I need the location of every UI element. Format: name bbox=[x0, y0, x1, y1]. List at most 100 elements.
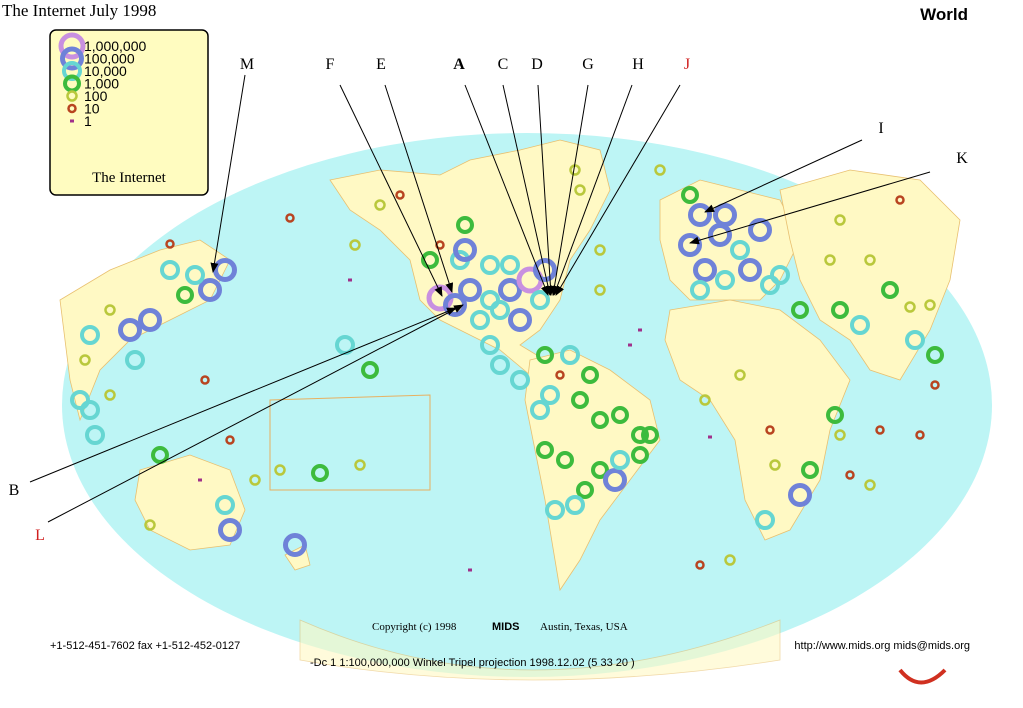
node-ring bbox=[788, 483, 812, 507]
node-ring bbox=[510, 370, 530, 390]
pointer-label: L bbox=[35, 527, 45, 544]
node-dot bbox=[638, 328, 642, 332]
map-title: The Internet July 1998 bbox=[2, 1, 156, 20]
node-ring bbox=[530, 400, 550, 420]
node-ring bbox=[760, 275, 780, 295]
node-ring bbox=[594, 244, 606, 256]
pointer-label: I bbox=[878, 120, 883, 137]
pointer-label: C bbox=[498, 56, 509, 73]
copyright: Copyright (c) 1998 bbox=[372, 621, 457, 633]
node-ring bbox=[395, 190, 405, 200]
node-ring bbox=[540, 385, 560, 405]
node-ring bbox=[361, 361, 379, 379]
pointer-arrow bbox=[502, 84, 552, 296]
legend-label: 1,000,000 bbox=[84, 38, 146, 54]
node-ring bbox=[354, 459, 366, 471]
node-ring bbox=[681, 186, 699, 204]
node-ring bbox=[730, 240, 750, 260]
node-ring bbox=[699, 394, 711, 406]
node-ring bbox=[374, 199, 386, 211]
node-ring bbox=[724, 554, 736, 566]
node-ring bbox=[104, 389, 116, 401]
node-ring bbox=[118, 318, 142, 342]
node-ring bbox=[738, 258, 762, 282]
node-ring bbox=[85, 425, 105, 445]
node-ring bbox=[198, 278, 222, 302]
pointer-label: F bbox=[326, 56, 335, 73]
node-ring bbox=[594, 284, 606, 296]
node-ring bbox=[480, 290, 500, 310]
pointer-label: G bbox=[582, 56, 594, 73]
node-ring bbox=[62, 61, 82, 81]
legend-label: 1,000 bbox=[84, 76, 119, 92]
node-ring bbox=[480, 255, 500, 275]
pointer-arrow bbox=[384, 84, 454, 293]
node-ring bbox=[864, 479, 876, 491]
company: MIDS bbox=[492, 621, 520, 633]
node-ring bbox=[881, 281, 899, 299]
node-dot bbox=[628, 343, 632, 347]
node-ring bbox=[490, 300, 510, 320]
node-ring bbox=[176, 286, 194, 304]
node-ring bbox=[765, 425, 775, 435]
node-ring bbox=[769, 459, 781, 471]
pointer-arrow bbox=[210, 74, 246, 273]
node-ring bbox=[850, 315, 870, 335]
region-title: World bbox=[920, 5, 968, 24]
node-ring bbox=[791, 301, 809, 319]
node-ring bbox=[834, 429, 846, 441]
web: http://www.mids.org mids@mids.org bbox=[794, 640, 970, 652]
node-ring bbox=[225, 435, 235, 445]
node-ring bbox=[875, 425, 885, 435]
node-ring bbox=[70, 390, 90, 410]
node-ring bbox=[200, 375, 210, 385]
node-ring bbox=[695, 560, 705, 570]
node-ring bbox=[895, 195, 905, 205]
legend-label: 1 bbox=[84, 113, 92, 129]
pointer-arrow bbox=[464, 84, 549, 296]
node-ring bbox=[498, 278, 522, 302]
node-ring bbox=[864, 254, 876, 266]
node-ring bbox=[480, 335, 500, 355]
node-ring bbox=[80, 325, 100, 345]
node-ring bbox=[185, 265, 205, 285]
node-ring bbox=[611, 406, 629, 424]
node-ring bbox=[104, 304, 116, 316]
node-ring bbox=[545, 500, 565, 520]
node-ring bbox=[574, 184, 586, 196]
node-ring bbox=[631, 426, 649, 444]
node-ring bbox=[508, 308, 532, 332]
pointer-label: A bbox=[453, 56, 465, 73]
pointer-label: D bbox=[531, 56, 543, 73]
node-ring bbox=[500, 255, 520, 275]
logo-mark bbox=[898, 668, 947, 685]
pointer-arrow bbox=[47, 304, 464, 523]
node-ring bbox=[125, 350, 145, 370]
node-ring bbox=[80, 400, 100, 420]
node-ring bbox=[456, 216, 474, 234]
pointer-arrow bbox=[29, 307, 457, 483]
node-ring bbox=[311, 464, 329, 482]
node-ring bbox=[565, 495, 585, 515]
node-ring bbox=[530, 290, 550, 310]
node-ring bbox=[831, 301, 849, 319]
legend-caption: The Internet bbox=[92, 170, 167, 186]
node-ring bbox=[581, 366, 599, 384]
node-ring bbox=[249, 474, 261, 486]
node-ring bbox=[708, 223, 732, 247]
node-ring bbox=[138, 308, 162, 332]
pointer-arrow bbox=[555, 84, 681, 296]
node-ring bbox=[349, 239, 361, 251]
node-ring bbox=[576, 481, 594, 499]
node-ring bbox=[930, 380, 940, 390]
node-ring bbox=[571, 391, 589, 409]
pointer-arrow bbox=[553, 84, 633, 296]
node-ring bbox=[560, 345, 580, 365]
node-dot bbox=[70, 119, 74, 123]
node-ring bbox=[165, 239, 175, 249]
pointers: M F E A C D G H J I K B L bbox=[9, 56, 969, 544]
node-ring bbox=[144, 519, 156, 531]
node-ring bbox=[283, 533, 307, 557]
node-ring bbox=[67, 103, 77, 114]
